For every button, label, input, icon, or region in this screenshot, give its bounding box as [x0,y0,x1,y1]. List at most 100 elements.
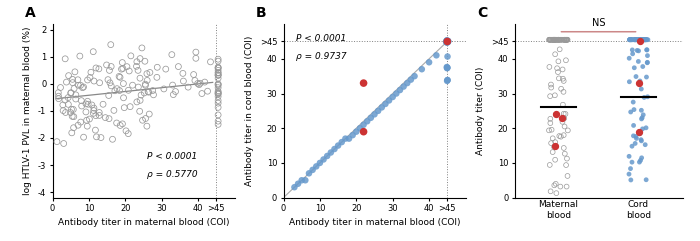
Point [550,144,561,147]
Point [132,100,143,104]
Point [630,38,641,42]
Point [441,39,452,42]
Point [640,38,651,42]
Point [545,38,556,42]
Point [67,77,78,81]
Point [68,126,79,130]
Point [314,161,326,165]
Point [559,152,570,156]
Point [629,66,640,70]
Point [543,128,554,132]
Point [318,158,329,161]
Point [562,174,573,178]
Point [141,124,153,128]
Point [52,91,64,95]
Point [144,112,155,116]
Point [405,78,416,81]
Point [117,122,128,126]
Point [307,168,318,172]
Point [639,38,650,42]
Point [545,38,557,42]
Point [638,38,650,42]
Point [557,120,568,124]
Point [125,105,136,109]
Point [365,116,377,120]
Point [545,38,557,42]
Point [640,178,652,182]
Point [554,134,565,138]
Point [555,185,566,188]
Point [213,57,224,61]
Point [344,137,355,141]
Point [80,102,92,106]
Point [199,80,210,84]
Point [178,79,189,83]
Point [561,38,573,42]
Point [557,77,568,81]
Point [73,123,84,127]
Point [336,140,347,144]
Point [134,109,146,113]
Point [213,74,224,77]
Point [91,135,102,139]
Point [120,129,132,133]
Point [555,38,566,42]
Point [624,80,635,84]
Point [213,86,224,90]
Point [553,38,564,42]
Point [630,38,641,42]
Point [639,38,650,42]
Point [558,146,569,150]
Point [552,38,563,42]
Point [168,93,179,97]
Point [549,183,560,187]
Point [554,47,566,51]
Point [94,111,105,114]
Point [559,116,570,120]
Point [195,81,206,85]
Point [119,106,130,110]
Point [627,38,638,42]
Point [369,112,380,116]
Point [634,38,645,42]
Point [60,98,71,102]
Point [547,38,558,42]
Point [213,91,224,94]
Point [629,108,640,112]
Point [111,87,122,91]
Point [561,185,572,188]
Point [556,87,567,91]
Point [409,74,420,78]
Point [121,65,132,69]
Point [638,38,649,42]
Point [193,83,204,87]
Point [104,81,116,85]
Point [625,167,636,171]
Point [82,78,93,82]
Point [441,40,452,44]
Point [547,38,559,42]
Point [94,114,105,117]
Point [144,71,155,74]
Point [173,65,184,68]
Point [183,85,194,89]
Point [635,38,646,42]
Point [213,73,224,77]
Point [638,38,650,42]
Point [441,40,452,43]
Point [633,38,644,42]
Point [137,118,148,122]
Point [63,102,74,106]
Point [551,38,562,42]
Point [74,54,85,58]
Point [636,117,647,121]
Point [558,38,569,42]
Point [442,66,453,70]
Point [625,178,636,182]
Point [637,65,648,68]
Point [402,81,413,85]
Point [624,38,635,42]
Point [549,38,560,42]
Point [642,61,653,65]
Point [633,38,644,42]
